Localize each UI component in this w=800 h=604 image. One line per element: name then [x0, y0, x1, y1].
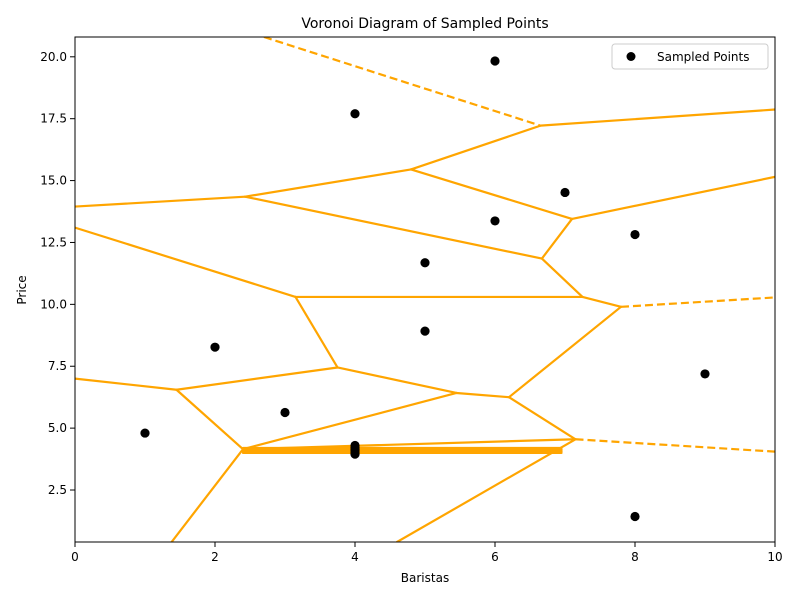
x-tick-label: 0 — [71, 550, 79, 564]
voronoi-edge — [175, 388, 245, 451]
voronoi-edge — [75, 195, 247, 208]
voronoi-edge — [581, 295, 623, 308]
voronoi-edge — [75, 377, 178, 391]
legend-marker — [626, 52, 636, 61]
y-axis-label: Price — [15, 275, 29, 304]
voronoi-edge — [409, 168, 574, 221]
voronoi-edge — [244, 195, 544, 260]
voronoi-edge — [170, 448, 245, 542]
x-tick-label: 6 — [491, 550, 499, 564]
data-point — [420, 258, 430, 268]
voronoi-edge-infinite — [575, 438, 775, 453]
data-point — [280, 407, 290, 418]
voronoi-edge — [241, 391, 458, 451]
y-tick-label: 17.5 — [40, 112, 67, 126]
data-point — [700, 369, 710, 379]
chart-title: Voronoi Diagram of Sampled Points — [301, 16, 548, 32]
sampled-points — [140, 56, 710, 522]
data-point — [420, 326, 430, 336]
y-tick-label: 10.0 — [40, 297, 67, 311]
voronoi-edge — [540, 257, 584, 299]
voronoi-edge — [336, 366, 458, 395]
voronoi-edge-infinite — [263, 37, 541, 127]
y-tick-label: 2.5 — [48, 483, 67, 497]
voronoi-edges — [75, 37, 775, 542]
legend: Sampled Points — [611, 43, 769, 70]
y-tick-label: 12.5 — [40, 235, 67, 249]
y-tick-label: 5.0 — [48, 421, 67, 435]
data-point — [350, 109, 360, 119]
voronoi-edge — [244, 168, 413, 198]
voronoi-edge — [455, 391, 511, 399]
x-tick-label: 8 — [631, 550, 639, 564]
voronoi-edge — [540, 217, 574, 260]
voronoi-edge — [395, 438, 577, 542]
voronoi-edge — [539, 108, 775, 127]
y-tick-label: 7.5 — [48, 359, 67, 373]
data-point — [490, 56, 500, 66]
x-tick-label: 10 — [767, 550, 782, 564]
voronoi-edge — [507, 305, 623, 399]
data-point — [490, 216, 500, 226]
data-point — [630, 229, 640, 240]
y-tick-label: 20.0 — [40, 50, 67, 64]
data-point — [560, 187, 570, 198]
plot-frame — [74, 36, 776, 543]
legend-box — [611, 43, 769, 70]
voronoi-edge — [409, 124, 542, 171]
legend-label: Sampled Points — [657, 50, 749, 64]
voronoi-edge — [75, 226, 297, 299]
voronoi-edge-infinite — [620, 296, 775, 308]
data-point — [210, 342, 220, 352]
voronoi-edge — [507, 396, 577, 441]
voronoi-edge — [294, 295, 339, 369]
data-point — [350, 449, 360, 459]
x-axis-label: Baristas — [401, 571, 449, 585]
y-tick-label: 15.0 — [40, 174, 67, 188]
axes: 0 2 4 6 8 10 2.5 5.0 7.5 10.0 12.5 15.0 17.5 20.0 — [40, 36, 783, 564]
x-tick-label: 4 — [351, 550, 359, 564]
data-point — [630, 511, 640, 522]
x-tick-label: 2 — [211, 550, 219, 564]
voronoi-edge — [175, 366, 339, 391]
voronoi-edge — [570, 175, 775, 221]
data-point — [140, 428, 150, 438]
